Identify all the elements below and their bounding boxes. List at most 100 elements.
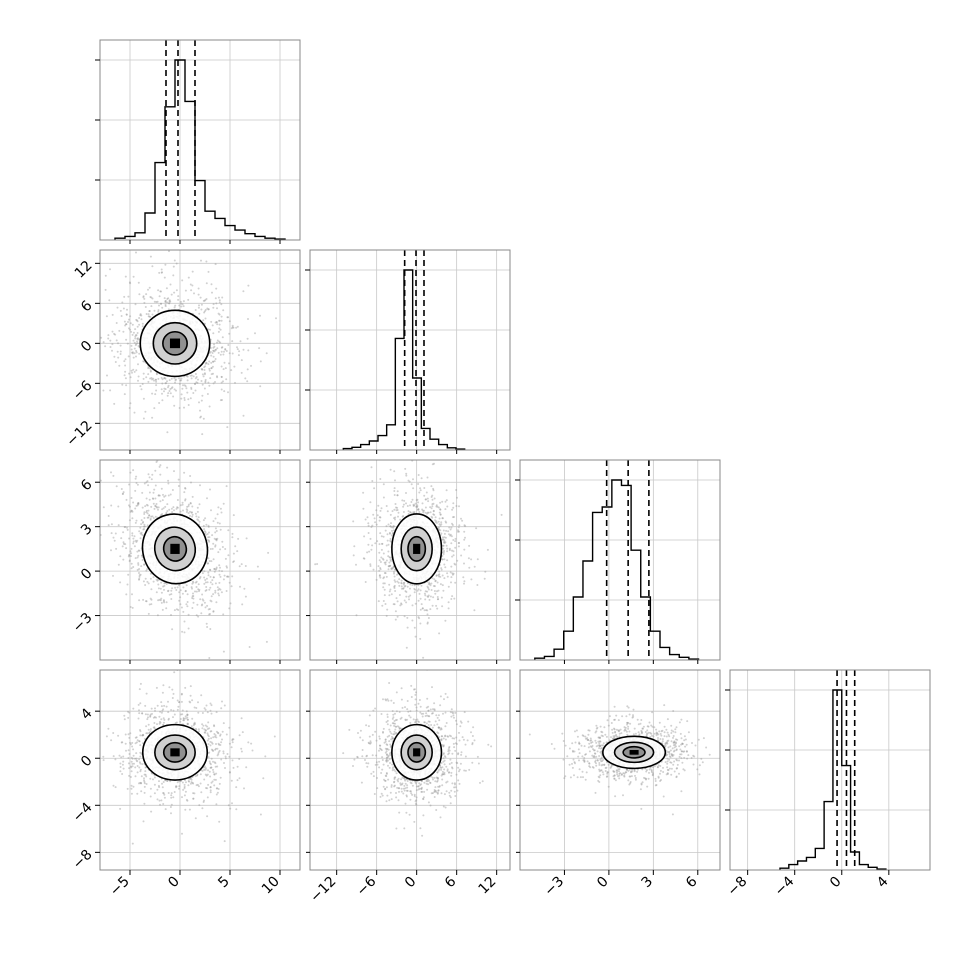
scatter-point xyxy=(195,580,198,583)
scatter-point xyxy=(128,504,130,507)
scatter-point xyxy=(158,799,161,802)
scatter-point xyxy=(210,509,212,512)
scatter-point xyxy=(447,585,450,588)
scatter-point xyxy=(219,575,222,578)
scatter-point xyxy=(187,503,190,506)
scatter-point xyxy=(135,541,138,543)
scatter-point xyxy=(217,351,220,354)
scatter-point xyxy=(189,701,192,704)
scatter-point xyxy=(423,609,426,612)
scatter-point xyxy=(440,567,443,570)
scatter-point xyxy=(449,534,452,537)
scatter-point xyxy=(130,562,133,565)
scatter-point xyxy=(210,560,213,563)
scatter-point xyxy=(214,517,217,520)
scatter-point xyxy=(379,568,382,571)
scatter-point xyxy=(214,582,217,585)
scatter-point xyxy=(119,344,122,347)
scatter-point xyxy=(359,736,362,739)
scatter-point xyxy=(453,597,456,600)
scatter-point xyxy=(256,565,259,568)
scatter-point xyxy=(102,759,105,762)
scatter-point xyxy=(406,626,409,629)
scatter-point xyxy=(431,498,434,501)
scatter-point xyxy=(139,755,142,758)
scatter-point xyxy=(236,550,239,553)
scatter-point xyxy=(394,580,397,583)
scatter-point xyxy=(191,587,193,590)
scatter-point xyxy=(197,588,200,591)
scatter-point xyxy=(383,576,386,579)
scatter-point xyxy=(151,297,154,300)
scatter-point xyxy=(223,762,225,764)
scatter-point xyxy=(121,545,124,548)
panel-frame xyxy=(309,459,511,661)
scatter-point xyxy=(163,718,166,721)
scatter-point xyxy=(455,489,458,491)
scatter-point xyxy=(220,591,223,594)
scatter-point xyxy=(183,785,186,788)
scatter-point xyxy=(240,750,243,753)
scatter-point xyxy=(227,554,230,557)
scatter-point xyxy=(132,501,135,504)
scatter-point xyxy=(246,368,249,371)
scatter-point xyxy=(420,603,423,606)
scatter-point xyxy=(95,754,97,756)
scatter-point xyxy=(125,593,128,596)
scatter-point xyxy=(148,476,151,479)
scatter-point xyxy=(392,526,395,529)
scatter-point xyxy=(143,301,146,304)
scatter-point xyxy=(80,548,82,550)
scatter-point xyxy=(134,337,137,340)
scatter-point xyxy=(127,321,129,323)
scatter-point xyxy=(450,598,453,600)
scatter-point xyxy=(164,263,167,266)
scatter-point xyxy=(186,716,189,719)
scatter-point xyxy=(163,276,166,279)
scatter-point xyxy=(431,503,434,506)
scatter-point xyxy=(142,377,145,380)
scatter-point xyxy=(184,289,187,292)
scatter-point xyxy=(160,302,163,305)
scatter-point xyxy=(135,318,138,321)
scatter-point xyxy=(413,795,416,798)
scatter-point xyxy=(180,379,183,382)
scatter-point xyxy=(162,507,165,510)
scatter-point xyxy=(148,514,151,517)
scatter-point xyxy=(232,326,235,329)
scatter-point xyxy=(189,374,192,377)
scatter-point xyxy=(398,711,401,713)
scatter-point xyxy=(483,577,486,580)
scatter-point xyxy=(419,622,422,625)
scatter-point xyxy=(226,575,229,578)
scatter-point xyxy=(209,786,212,789)
scatter-point xyxy=(145,725,148,728)
scatter-point xyxy=(166,779,169,782)
scatter-point xyxy=(445,499,448,502)
scatter-point xyxy=(189,475,192,477)
scatter-point xyxy=(207,524,210,527)
scatter-point xyxy=(160,718,163,721)
scatter-point xyxy=(434,580,437,583)
scatter-point xyxy=(150,707,153,710)
scatter-point xyxy=(113,539,116,542)
scatter-point xyxy=(179,603,182,606)
scatter-point xyxy=(366,551,369,554)
scatter-point xyxy=(212,558,215,561)
scatter-point xyxy=(244,595,247,598)
scatter-point xyxy=(210,373,213,376)
scatter-point xyxy=(124,742,127,745)
scatter-point xyxy=(452,742,455,745)
scatter-point xyxy=(177,298,180,301)
scatter-point xyxy=(194,382,197,385)
scatter-point xyxy=(151,515,154,518)
scatter-point xyxy=(180,700,183,703)
scatter-point xyxy=(167,589,170,592)
scatter-point xyxy=(206,725,209,728)
scatter-point xyxy=(211,547,214,550)
scatter-point xyxy=(379,567,382,569)
scatter-point xyxy=(191,505,194,508)
scatter-point xyxy=(387,565,390,568)
scatter-point xyxy=(132,275,135,278)
scatter-point xyxy=(94,330,96,332)
